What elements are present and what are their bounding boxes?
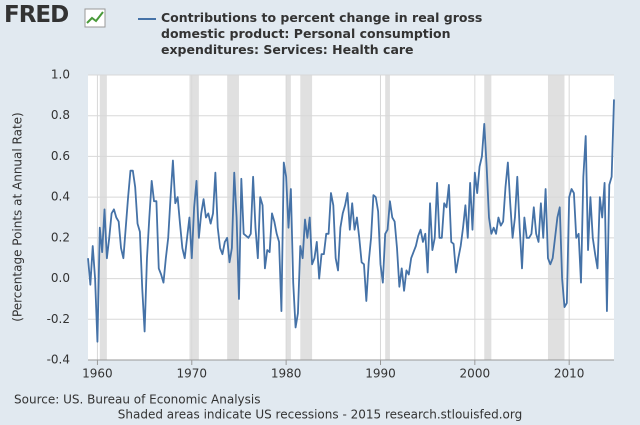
recession-band	[547, 75, 565, 360]
recession-band	[189, 75, 199, 360]
source: Source: US. Bureau of Economic Analysis	[14, 393, 261, 407]
legend-swatch	[138, 18, 156, 20]
x-tick-label: 1960	[82, 367, 113, 381]
y-tick-label: 0.2	[51, 230, 70, 244]
y-tick-label: 0.4	[51, 190, 70, 204]
x-tick-label: 2000	[460, 367, 491, 381]
recession-band	[99, 75, 107, 360]
y-tick-label: 1.0	[51, 68, 70, 82]
recession-band	[484, 75, 492, 360]
footnote: Shaded areas indicate US recessions - 20…	[118, 408, 522, 422]
logo-icon	[84, 8, 106, 28]
y-tick-label: 0.6	[51, 149, 70, 163]
legend-label: Contributions to percent change in real …	[161, 10, 483, 57]
x-tick-label: 1980	[271, 367, 302, 381]
series-line	[87, 99, 615, 343]
y-tick-label: -0.2	[47, 312, 70, 326]
x-tick-label: 2010	[554, 367, 585, 381]
y-tick-label: 0.0	[51, 271, 70, 285]
y-tick-label: -0.4	[47, 353, 70, 367]
recession-band	[300, 75, 313, 360]
y-tick-label: 0.8	[51, 108, 70, 122]
recession-band	[385, 75, 390, 360]
x-tick-label: 1990	[365, 367, 396, 381]
recession-band	[286, 75, 291, 360]
logo: FRED	[4, 2, 69, 28]
plot-area	[88, 75, 614, 360]
recession-band	[227, 75, 239, 360]
y-axis-label: (Percentage Points at Annual Rate)	[11, 112, 25, 321]
x-tick-label: 1970	[177, 367, 208, 381]
